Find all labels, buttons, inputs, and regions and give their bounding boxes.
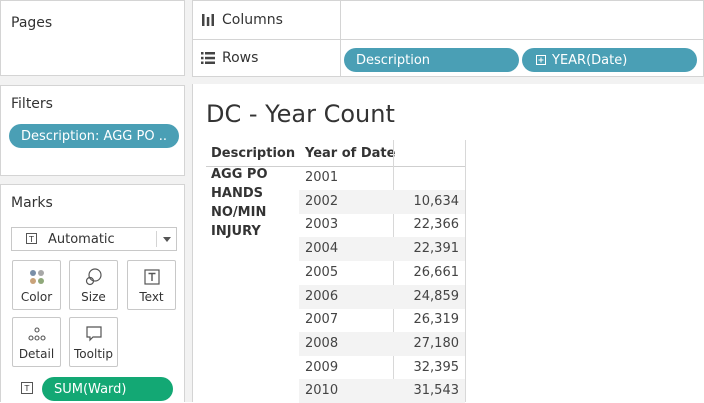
pages-title: Pages [11, 15, 53, 31]
year-cell: 2004 [305, 241, 339, 257]
value-cell: 24,859 [413, 288, 460, 304]
tooltip-icon [70, 324, 117, 344]
columns-shelf[interactable]: Columns [192, 0, 341, 40]
year-cell: 2009 [305, 359, 339, 375]
table-row[interactable]: 2007 26,319 [299, 308, 465, 332]
value-cell: 32,395 [413, 359, 460, 375]
color-icon [13, 267, 60, 287]
year-cell: 2003 [305, 217, 339, 233]
rows-pill-year-date[interactable]: YEAR(Date) [522, 48, 697, 72]
text-icon [128, 267, 175, 287]
mark-type-dropdown[interactable]: T Automatic [11, 227, 177, 251]
pane-divider [185, 0, 192, 402]
text-icon: T [26, 233, 37, 244]
rows-drop-area[interactable]: Description YEAR(Date) [340, 40, 704, 77]
value-cell: 26,319 [413, 312, 460, 328]
column-divider [393, 140, 394, 402]
value-cell: 10,634 [413, 193, 460, 209]
rows-icon [201, 52, 215, 64]
year-cell: 2005 [305, 264, 339, 280]
dropdown-divider [156, 231, 157, 247]
description-value: AGG PO HANDS NO/MIN INJURY [211, 167, 268, 239]
table-row[interactable]: 2006 24,859 [299, 284, 465, 309]
size-icon [70, 267, 117, 287]
detail-button[interactable]: Detail [12, 317, 61, 367]
pane-divider [0, 176, 185, 184]
value-cell: 31,543 [413, 383, 460, 399]
year-cell: 2008 [305, 335, 339, 351]
sum-ward-pill[interactable]: SUM(Ward) [42, 377, 173, 401]
rows-shelf-label: Rows [201, 40, 258, 76]
tooltip-button[interactable]: Tooltip [69, 317, 118, 367]
table-row[interactable]: 2004 22,391 [299, 237, 465, 262]
header-year-of-date: Year of Date [305, 146, 396, 161]
color-label: Color [20, 290, 53, 304]
filters-card[interactable]: Filters Description: AGG PO .. [0, 85, 185, 176]
year-cell: 2002 [305, 193, 339, 209]
marks-card[interactable]: Marks T Automatic Color Size Text Detail… [0, 184, 185, 402]
columns-drop-area[interactable] [340, 0, 704, 40]
year-cell: 2010 [305, 383, 339, 399]
columns-icon [202, 14, 214, 26]
size-label: Size [81, 290, 106, 304]
year-cell: 2001 [305, 170, 339, 185]
columns-shelf-label: Columns [201, 1, 283, 39]
text-button[interactable]: Text [127, 260, 176, 310]
header-separator [206, 166, 465, 167]
filters-title: Filters [11, 96, 53, 112]
rows-pill-description[interactable]: Description [344, 48, 519, 72]
viz-title: DC - Year Count [206, 100, 395, 128]
mark-type-label: Automatic [48, 232, 115, 247]
detail-icon [13, 324, 60, 344]
text-label: Text [139, 290, 164, 304]
value-cell: 22,366 [413, 217, 460, 233]
text-icon: T [21, 382, 33, 394]
chevron-down-icon [163, 237, 171, 242]
pages-card[interactable]: Pages [0, 0, 185, 76]
table-row[interactable]: 2008 27,180 [299, 331, 465, 356]
table-row[interactable]: 2010 31,543 [299, 379, 465, 403]
year-cell: 2007 [305, 312, 339, 328]
table-row[interactable]: 2009 32,395 [299, 356, 465, 380]
table-row[interactable]: 2001 [299, 166, 465, 190]
size-button[interactable]: Size [69, 260, 118, 310]
table-row[interactable]: 2005 26,661 [299, 261, 465, 285]
value-cell: 26,661 [413, 264, 460, 280]
expand-plus-icon [536, 55, 546, 65]
value-cell: 27,180 [413, 335, 460, 351]
pane-divider [0, 76, 185, 85]
year-cell: 2006 [305, 288, 339, 304]
table-row[interactable]: 2002 10,634 [299, 189, 465, 214]
tooltip-label: Tooltip [74, 347, 113, 361]
marks-title: Marks [11, 195, 53, 211]
header-description: Description [211, 146, 296, 161]
pane-divider [192, 76, 704, 84]
rows-shelf[interactable]: Rows [192, 40, 341, 77]
color-button[interactable]: Color [12, 260, 61, 310]
value-cell: 22,391 [413, 241, 460, 257]
filter-pill-description[interactable]: Description: AGG PO .. [9, 124, 179, 148]
table-row[interactable]: 2003 22,366 [299, 213, 465, 237]
column-divider [465, 140, 466, 402]
detail-label: Detail [18, 347, 55, 361]
